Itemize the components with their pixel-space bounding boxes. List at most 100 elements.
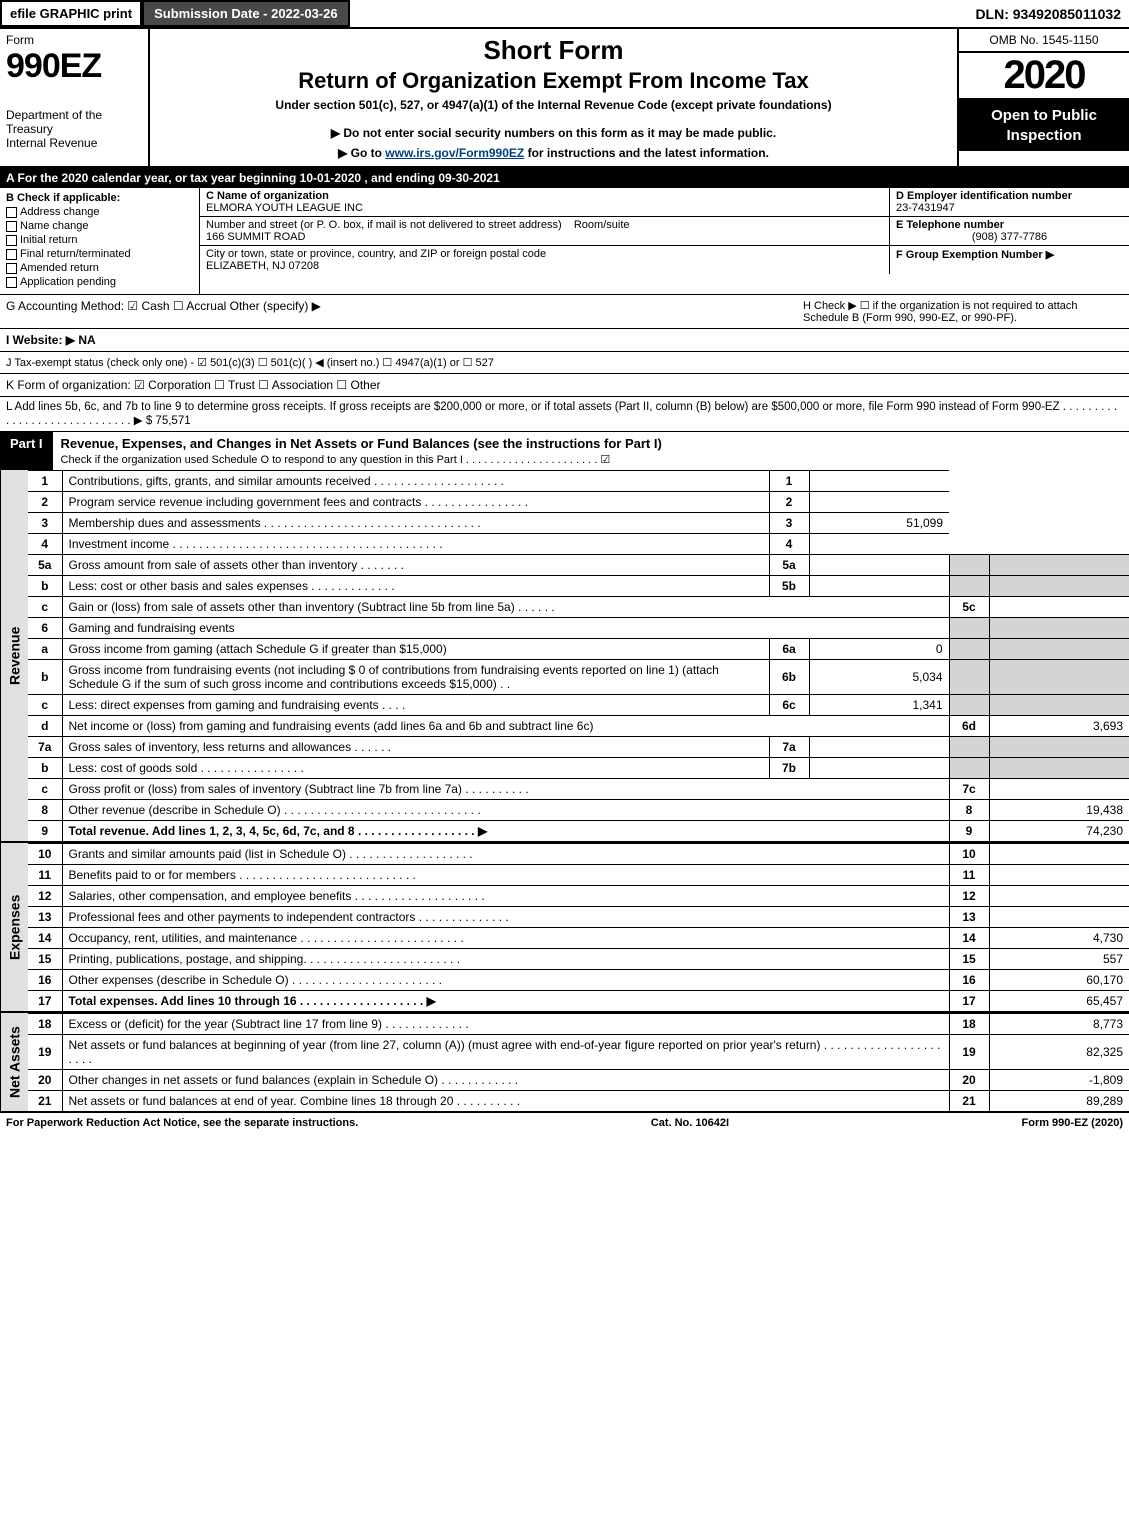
row-6c: cLess: direct expenses from gaming and f… [28,695,1129,716]
row-20: 20Other changes in net assets or fund ba… [28,1070,1129,1091]
row-17: 17Total expenses. Add lines 10 through 1… [28,991,1129,1012]
chk-final-return[interactable]: Final return/terminated [6,248,193,260]
row-6a: aGross income from gaming (attach Schedu… [28,639,1129,660]
form-number: 990EZ [6,47,142,86]
row-5b: bLess: cost or other basis and sales exp… [28,576,1129,597]
footer-mid: Cat. No. 10642I [651,1117,729,1129]
k-form-org: K Form of organization: ☑ Corporation ☐ … [0,374,1129,397]
row-6: 6Gaming and fundraising events [28,618,1129,639]
b-header: B Check if applicable: [6,192,193,204]
goto-instructions: ▶ Go to www.irs.gov/Form990EZ for instru… [160,146,947,160]
page-footer: For Paperwork Reduction Act Notice, see … [0,1113,1129,1133]
row-5a: 5aGross amount from sale of assets other… [28,555,1129,576]
goto-post: for instructions and the latest informat… [524,146,769,160]
room-label: Room/suite [574,219,630,231]
tax-year: 2020 [959,53,1129,100]
expenses-side-label: Expenses [0,843,28,1011]
line-GH: G Accounting Method: ☑ Cash ☐ Accrual Ot… [0,295,1129,329]
c-label: C Name of organization [206,190,883,202]
row-16: 16Other expenses (describe in Schedule O… [28,970,1129,991]
row-7b: bLess: cost of goods sold . . . . . . . … [28,758,1129,779]
dln-label: DLN: 93492085011032 [967,2,1129,26]
row-11: 11Benefits paid to or for members . . . … [28,865,1129,886]
chk-name-change[interactable]: Name change [6,220,193,232]
netassets-section: Net Assets 18Excess or (deficit) for the… [0,1013,1129,1113]
l-gross-receipts: L Add lines 5b, 6c, and 7b to line 9 to … [0,397,1129,432]
city-label: City or town, state or province, country… [206,248,883,260]
submission-date-button[interactable]: Submission Date - 2022-03-26 [142,0,350,27]
row-8: 8Other revenue (describe in Schedule O) … [28,800,1129,821]
row-4: 4Investment income . . . . . . . . . . .… [28,534,1129,555]
return-title: Return of Organization Exempt From Incom… [160,68,947,94]
ssn-warning: ▶ Do not enter social security numbers o… [160,126,947,140]
i-website: I Website: ▶ NA [0,329,1129,352]
h-schedule-b: H Check ▶ ☐ if the organization is not r… [803,299,1123,324]
part1-tag: Part I [0,432,53,470]
netassets-side-label: Net Assets [0,1013,28,1111]
row-21: 21Net assets or fund balances at end of … [28,1091,1129,1112]
row-13: 13Professional fees and other payments t… [28,907,1129,928]
chk-initial-return[interactable]: Initial return [6,234,193,246]
row-6d: dNet income or (loss) from gaming and fu… [28,716,1129,737]
row-19: 19Net assets or fund balances at beginni… [28,1035,1129,1070]
e-label: E Telephone number [896,219,1123,231]
irs-link[interactable]: www.irs.gov/Form990EZ [385,146,524,160]
row-10: 10Grants and similar amounts paid (list … [28,844,1129,865]
revenue-side-label: Revenue [0,470,28,841]
city-state-zip: ELIZABETH, NJ 07208 [206,260,883,272]
row-9: 9Total revenue. Add lines 1, 2, 3, 4, 5c… [28,821,1129,842]
efile-print-button[interactable]: efile GRAPHIC print [0,0,142,27]
department-label: Department of the Treasury Internal Reve… [6,108,142,150]
section-B: B Check if applicable: Address change Na… [0,188,200,294]
row-1: 1Contributions, gifts, grants, and simil… [28,471,1129,492]
form-label: Form [6,33,142,47]
d-cell: D Employer identification number 23-7431… [889,188,1129,216]
row-3: 3Membership dues and assessments . . . .… [28,513,1129,534]
row-7c: cGross profit or (loss) from sales of in… [28,779,1129,800]
c-name-cell: C Name of organization ELMORA YOUTH LEAG… [200,188,889,216]
row-18: 18Excess or (deficit) for the year (Subt… [28,1014,1129,1035]
top-bar: efile GRAPHIC print Submission Date - 20… [0,0,1129,29]
ein: 23-7431947 [896,202,1123,214]
row-14: 14Occupancy, rent, utilities, and mainte… [28,928,1129,949]
row-2: 2Program service revenue including gover… [28,492,1129,513]
period-bar: A For the 2020 calendar year, or tax yea… [0,168,1129,188]
org-name: ELMORA YOUTH LEAGUE INC [206,202,883,214]
j-tax-exempt: J Tax-exempt status (check only one) - ☑… [0,352,1129,374]
phone: (908) 377-7786 [896,231,1123,243]
expenses-section: Expenses 10Grants and similar amounts pa… [0,843,1129,1013]
section-CDEF: C Name of organization ELMORA YOUTH LEAG… [200,188,1129,294]
header-left: Form 990EZ Department of the Treasury In… [0,29,150,166]
header-right: OMB No. 1545-1150 2020 Open to Public In… [959,29,1129,166]
chk-amended-return[interactable]: Amended return [6,262,193,274]
street-address: 166 SUMMIT ROAD [206,231,883,243]
addr-cell: Number and street (or P. O. box, if mail… [200,217,889,245]
goto-pre: ▶ Go to [338,146,385,160]
footer-right: Form 990-EZ (2020) [1022,1117,1123,1129]
under-section: Under section 501(c), 527, or 4947(a)(1)… [160,98,947,112]
row-15: 15Printing, publications, postage, and s… [28,949,1129,970]
row-7a: 7aGross sales of inventory, less returns… [28,737,1129,758]
omb-number: OMB No. 1545-1150 [959,29,1129,53]
revenue-section: Revenue 1Contributions, gifts, grants, a… [0,470,1129,843]
d-label: D Employer identification number [896,190,1123,202]
f-label: F Group Exemption Number ▶ [896,248,1123,261]
info-block: B Check if applicable: Address change Na… [0,188,1129,295]
expenses-table: 10Grants and similar amounts paid (list … [28,843,1129,1011]
revenue-table: 1Contributions, gifts, grants, and simil… [28,470,1129,841]
part1-title: Revenue, Expenses, and Changes in Net As… [53,432,1129,470]
open-to-public: Open to Public Inspection [959,100,1129,151]
f-cell: F Group Exemption Number ▶ [889,246,1129,274]
footer-left: For Paperwork Reduction Act Notice, see … [6,1117,358,1129]
netassets-table: 18Excess or (deficit) for the year (Subt… [28,1013,1129,1111]
row-5c: cGain or (loss) from sale of assets othe… [28,597,1129,618]
addr-label: Number and street (or P. O. box, if mail… [206,219,562,231]
chk-address-change[interactable]: Address change [6,206,193,218]
chk-application-pending[interactable]: Application pending [6,276,193,288]
short-form-title: Short Form [160,35,947,66]
part1-header: Part I Revenue, Expenses, and Changes in… [0,432,1129,470]
form-header: Form 990EZ Department of the Treasury In… [0,29,1129,168]
part1-sub: Check if the organization used Schedule … [61,454,611,466]
city-cell: City or town, state or province, country… [200,246,889,274]
row-6b: bGross income from fundraising events (n… [28,660,1129,695]
